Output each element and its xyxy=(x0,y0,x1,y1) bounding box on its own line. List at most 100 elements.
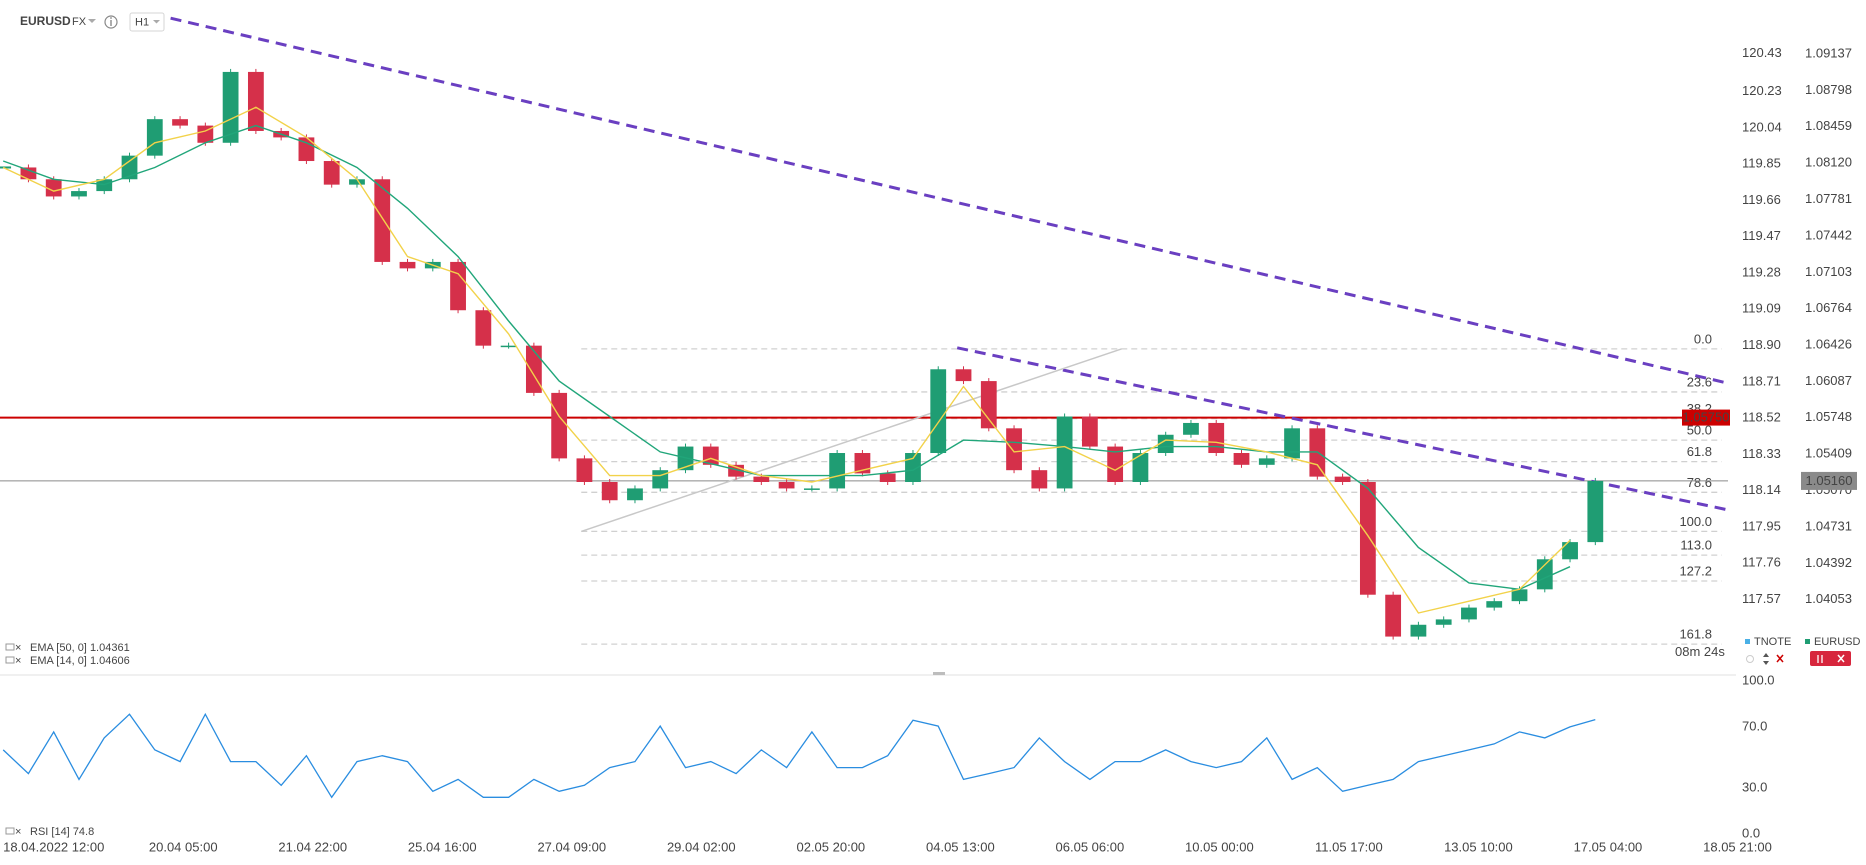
y-tick-label: 1.09137 xyxy=(1805,45,1852,60)
x-tick-label: 17.05 04:00 xyxy=(1574,839,1643,854)
y2-tick-label: 119.47 xyxy=(1742,228,1781,243)
y2-tick-label: 119.85 xyxy=(1742,156,1781,171)
symbol-type: FX xyxy=(72,16,87,28)
candle xyxy=(980,381,997,429)
candle xyxy=(854,453,871,474)
candle xyxy=(1461,607,1477,620)
visibility-icon[interactable] xyxy=(1746,655,1754,663)
candle xyxy=(803,488,820,490)
candle xyxy=(1536,559,1553,590)
symbol-name[interactable]: EURUSD xyxy=(20,14,71,28)
eurusd-controls[interactable] xyxy=(1810,651,1851,666)
eurusd-swatch xyxy=(1805,639,1810,644)
y-tick-label: 1.07442 xyxy=(1805,227,1852,242)
y-tick-label: 1.06087 xyxy=(1805,373,1852,388)
remove-icon[interactable] xyxy=(1776,654,1784,663)
fib-level-label: 100.0 xyxy=(1679,514,1712,529)
ema14-value: 1.04606 xyxy=(90,655,130,667)
candle xyxy=(399,261,416,269)
y2-tick-label: 118.14 xyxy=(1742,482,1781,497)
y2-tick-label: 117.57 xyxy=(1742,591,1781,606)
legend-remove-icon[interactable]: × xyxy=(15,655,21,667)
tnote-legend[interactable]: TNOTE xyxy=(1754,636,1791,648)
timeframe-box[interactable] xyxy=(129,12,165,32)
x-tick-label: 21.04 22:00 xyxy=(278,839,347,854)
candle xyxy=(349,179,365,185)
rsi-tick-label: 100.0 xyxy=(1742,672,1775,687)
ema-line xyxy=(2,106,1571,614)
candle xyxy=(1562,542,1578,560)
candle xyxy=(374,179,391,262)
candle xyxy=(1258,458,1275,465)
y-tick-label: 1.05409 xyxy=(1805,446,1852,461)
rsi-value: 74.8 xyxy=(73,826,94,838)
eurusd-legend[interactable]: EURUSD xyxy=(1814,636,1861,648)
y2-tick-label: 120.43 xyxy=(1742,45,1782,60)
fib-level-label: 113.0 xyxy=(1680,538,1712,553)
x-tick-label: 06.05 06:00 xyxy=(1056,839,1125,854)
candle xyxy=(1157,434,1174,454)
y-tick-label: 1.04731 xyxy=(1805,518,1852,533)
y-tick-label: 1.08459 xyxy=(1805,118,1852,133)
candle xyxy=(45,179,62,197)
rsi-tick-label: 70.0 xyxy=(1742,718,1767,733)
candle xyxy=(146,119,163,156)
info-icon[interactable] xyxy=(104,15,118,29)
rsi-line xyxy=(2,712,1596,799)
x-tick-label: 13.05 10:00 xyxy=(1444,839,1513,854)
x-tick-label: 20.04 05:00 xyxy=(149,839,218,854)
info-icon-dot xyxy=(110,17,112,19)
y2-tick-label: 118.52 xyxy=(1742,410,1781,425)
trendline xyxy=(581,348,1122,533)
y-tick-label: 1.06764 xyxy=(1805,300,1852,315)
legend-settings-icon[interactable] xyxy=(5,643,15,651)
candle xyxy=(601,481,618,501)
candle xyxy=(1081,416,1098,447)
x-tick-label: 04.05 13:00 xyxy=(926,839,995,854)
candle xyxy=(627,488,643,501)
countdown-minutes: 08m xyxy=(1675,644,1700,659)
fib-level-label: 78.6 xyxy=(1687,475,1712,490)
legend-settings-icon[interactable] xyxy=(5,656,15,664)
x-tick-label: 02.05 20:00 xyxy=(796,839,865,854)
symbol-dropdown[interactable] xyxy=(88,19,96,23)
candle xyxy=(652,470,669,489)
candle xyxy=(1031,470,1048,489)
x-tick-label: 25.04 16:00 xyxy=(408,839,477,854)
candle xyxy=(20,167,37,180)
candle xyxy=(1233,453,1250,465)
candle xyxy=(323,161,340,185)
x-tick-label: 18.05 21:00 xyxy=(1703,839,1772,854)
tnote-swatch xyxy=(1745,639,1750,644)
timeframe-dropdown xyxy=(153,20,160,24)
legend-remove-icon[interactable]: × xyxy=(15,826,21,838)
controls-icon xyxy=(1817,655,1823,663)
pane-resize-handle[interactable] xyxy=(933,672,945,675)
header: EURUSD FX H1 xyxy=(20,12,165,32)
x-tick-label: 18.04.2022 12:00 xyxy=(3,839,104,854)
fib-level-label: 50.0 xyxy=(1687,423,1712,438)
countdown-seconds: 24s xyxy=(1704,644,1725,659)
candle xyxy=(905,453,921,482)
candle xyxy=(1208,422,1225,454)
y-tick-label: 1.04392 xyxy=(1805,555,1852,570)
rsi-tick-label: 30.0 xyxy=(1742,780,1767,795)
legend-settings-icon[interactable] xyxy=(5,827,15,835)
reorder-icon[interactable] xyxy=(1763,653,1769,665)
resistance-label: 1.05750 xyxy=(1683,410,1730,425)
legend-remove-icon[interactable]: × xyxy=(15,642,21,654)
ema50-name: EMA [50, 0] xyxy=(30,642,87,654)
candle xyxy=(500,345,517,348)
candle xyxy=(121,155,138,180)
resistance-label-box xyxy=(1682,409,1730,426)
fib-level-label: 61.8 xyxy=(1687,444,1712,459)
y-tick-label: 1.08798 xyxy=(1805,82,1852,97)
ema14-legend: EMA [14, 0] 1.04606 xyxy=(30,655,130,667)
y-tick-label: 1.07781 xyxy=(1805,191,1852,206)
fib-level-label: 127.2 xyxy=(1679,563,1712,578)
candle xyxy=(475,310,492,346)
candle xyxy=(778,481,795,489)
y2-tick-label: 120.23 xyxy=(1742,83,1782,98)
y-tick-label: 1.06426 xyxy=(1805,336,1852,351)
